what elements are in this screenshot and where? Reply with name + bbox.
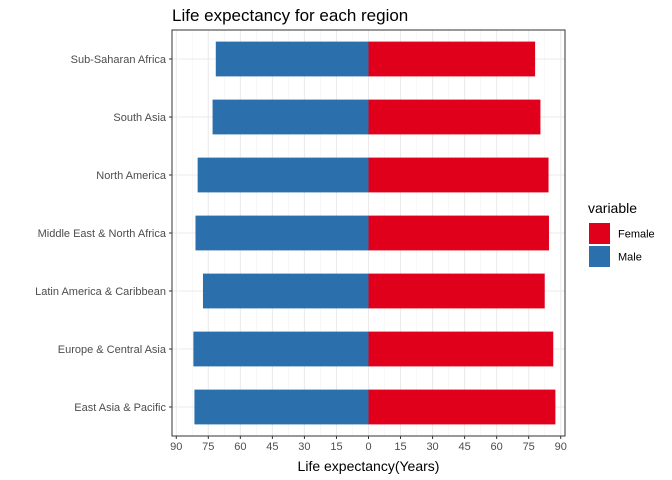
x-tick-label: 30 bbox=[426, 441, 438, 453]
chart-title: Life expectancy for each region bbox=[172, 6, 408, 25]
bar-male bbox=[195, 215, 369, 251]
legend: variable Female Male bbox=[588, 200, 655, 267]
legend-label: Male bbox=[618, 252, 642, 264]
y-tick-label: Middle East & North Africa bbox=[38, 228, 167, 240]
x-tick-label: 90 bbox=[170, 441, 182, 453]
x-tick-label: 15 bbox=[330, 441, 342, 453]
bar-male bbox=[197, 157, 369, 193]
y-tick-label: East Asia & Pacific bbox=[74, 402, 166, 414]
bar-female bbox=[368, 41, 536, 77]
x-axis: 90 75 60 45 30 15 0 15 30 45 60 75 90 bbox=[170, 436, 567, 453]
bar-male bbox=[193, 331, 369, 367]
legend-title: variable bbox=[588, 200, 637, 216]
x-tick-label: 0 bbox=[365, 441, 371, 453]
bar-male bbox=[202, 273, 369, 309]
legend-swatch bbox=[589, 223, 610, 244]
legend-swatch bbox=[589, 246, 610, 267]
bar-layer bbox=[171, 29, 566, 437]
bar-female bbox=[368, 389, 556, 425]
x-tick-label: 60 bbox=[491, 441, 503, 453]
y-tick-label: Sub-Saharan Africa bbox=[71, 54, 167, 66]
y-tick-label: North America bbox=[96, 170, 167, 182]
bar-female bbox=[368, 331, 554, 367]
x-tick-label: 15 bbox=[394, 441, 406, 453]
bar-female bbox=[368, 215, 549, 251]
bar-male bbox=[212, 99, 369, 135]
bar-male bbox=[215, 41, 369, 77]
bar-female bbox=[368, 273, 545, 309]
y-tick-label: South Asia bbox=[113, 112, 166, 124]
x-tick-label: 45 bbox=[458, 441, 470, 453]
y-tick-label: Europe & Central Asia bbox=[58, 344, 167, 356]
x-tick-label: 90 bbox=[555, 441, 567, 453]
y-tick-label: Latin America & Caribbean bbox=[35, 286, 166, 298]
x-tick-label: 60 bbox=[234, 441, 246, 453]
bar-male bbox=[194, 389, 369, 425]
x-tick-label: 45 bbox=[266, 441, 278, 453]
bar-female bbox=[368, 157, 549, 193]
x-axis-title: Life expectancy(Years) bbox=[298, 458, 440, 474]
x-tick-label: 75 bbox=[523, 441, 535, 453]
x-tick-label: 75 bbox=[202, 441, 214, 453]
legend-label: Female bbox=[618, 229, 655, 241]
bar-female bbox=[368, 99, 541, 135]
x-tick-label: 30 bbox=[298, 441, 310, 453]
y-axis: East Asia & Pacific Europe & Central Asia… bbox=[35, 54, 172, 414]
